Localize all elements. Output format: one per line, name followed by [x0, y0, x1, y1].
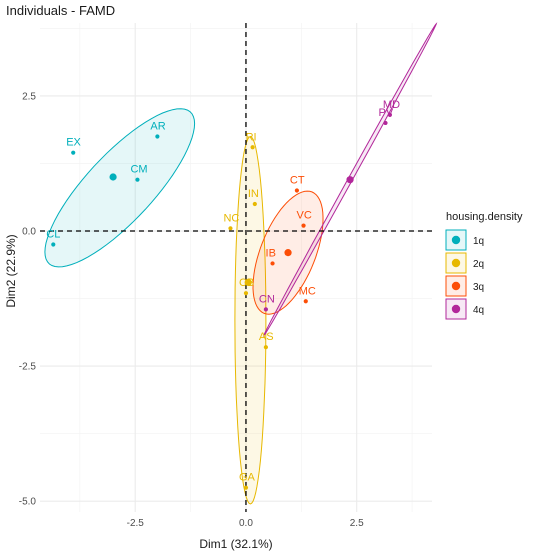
y-tick-label: 2.5 [22, 91, 36, 102]
group-mean-1q [109, 173, 117, 181]
point-MD [387, 112, 393, 117]
legend-title: housing.density [446, 211, 523, 223]
point-label-NC: NC [223, 212, 239, 224]
ellipse-1q [44, 108, 196, 268]
point-label-IB: IB [266, 247, 276, 259]
legend-dot-2q [451, 258, 461, 268]
point-MC [303, 299, 308, 304]
x-axis-label: Dim1 (32.1%) [199, 537, 272, 551]
point-IB [270, 261, 275, 266]
point-label-CL: CL [46, 229, 60, 241]
point-NC [228, 226, 233, 231]
point-PV [383, 120, 388, 126]
legend: housing.density 1q 2q 3q 4q [445, 211, 523, 320]
point-label-EX: EX [66, 137, 81, 149]
point-CL [51, 242, 56, 247]
point-IN [252, 201, 257, 207]
point-label-CN: CN [259, 293, 275, 305]
y-tick-label: -2.5 [19, 362, 37, 373]
legend-dot-4q [451, 304, 461, 314]
point-label-MC: MC [299, 285, 316, 297]
y-axis-label: Dim2 (22.9%) [4, 234, 18, 307]
point-label-VC: VC [297, 210, 312, 222]
legend-label-2q: 2q [473, 259, 484, 270]
point-label-MD: MD [383, 99, 400, 111]
point-AS [263, 345, 268, 350]
y-tick-label: 0.0 [22, 227, 36, 238]
point-label-AS: AS [259, 331, 274, 343]
point-CB [243, 291, 249, 296]
y-tick-label: -5.0 [19, 497, 37, 508]
x-tick-label: 0.0 [239, 518, 253, 529]
point-label-RI: RI [246, 131, 257, 143]
point-label-AR: AR [150, 120, 165, 132]
x-tick-label: -2.5 [127, 518, 145, 529]
legend-label-1q: 1q [473, 236, 484, 247]
point-label-IN: IN [248, 188, 259, 200]
point-GA [243, 485, 249, 490]
group-mean-4q [346, 176, 354, 184]
point-CM [135, 177, 140, 182]
point-RI [250, 145, 255, 150]
legend-label-3q: 3q [473, 282, 484, 293]
point-EX [71, 150, 76, 155]
group-mean-2q [244, 278, 252, 286]
plot-area: EXARCMCLRIINNCCBASGACTVCIBMCMDPVCN-2.50.… [19, 22, 438, 529]
legend-label-4q: 4q [473, 305, 484, 316]
legend-dot-1q [451, 235, 461, 245]
ellipse-2q [234, 135, 267, 505]
point-CN [263, 307, 268, 312]
point-label-PV: PV [378, 107, 393, 119]
x-tick-label: 2.5 [350, 518, 364, 529]
point-AR [155, 134, 160, 139]
point-CT [294, 188, 300, 193]
point-label-GA: GA [239, 472, 256, 484]
point-label-CT: CT [290, 175, 305, 187]
point-label-CM: CM [130, 164, 147, 176]
point-VC [301, 223, 306, 228]
chart-title: Individuals - FAMD [6, 3, 115, 18]
group-mean-3q [284, 249, 292, 257]
legend-dot-3q [451, 281, 461, 291]
